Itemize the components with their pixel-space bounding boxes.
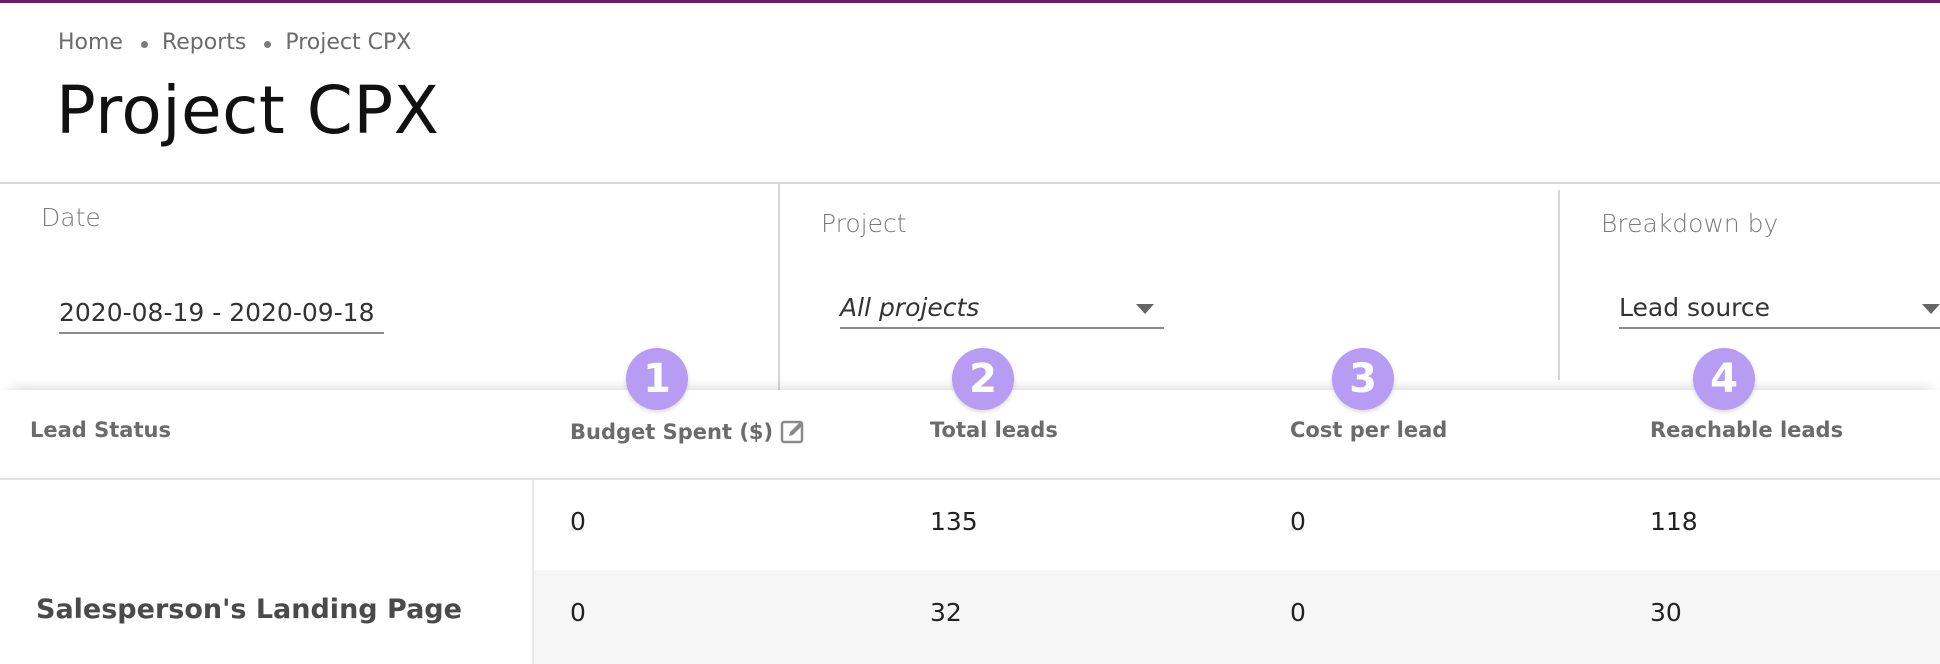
column-header-reachable-leads[interactable]: Reachable leads [1650, 418, 1843, 442]
table-cell: 135 [930, 507, 978, 536]
table-row: 0 135 0 118 [534, 480, 1940, 570]
column-header-label: Reachable leads [1650, 418, 1844, 442]
table-row: 0 32 0 30 [534, 570, 1940, 664]
breakdown-select[interactable]: Lead source [1619, 289, 1940, 329]
column-header-label: Cost per lead [1290, 418, 1448, 442]
breakdown-select-value: Lead source [1619, 293, 1771, 322]
filter-divider [778, 184, 780, 394]
top-accent-bar [0, 0, 1940, 3]
header-divider [0, 182, 1940, 184]
table-cell: 0 [1290, 507, 1306, 536]
annotation-badge: 4 [1693, 348, 1755, 410]
table-cell: 118 [1650, 507, 1698, 536]
annotation-badge: 3 [1332, 348, 1394, 410]
breadcrumb-current: Project CPX [285, 30, 412, 55]
column-header-label: Budget Spent ($) [570, 420, 774, 444]
table-cell: 0 [570, 507, 586, 536]
edit-icon[interactable] [779, 418, 807, 446]
column-header-total-leads[interactable]: Total leads [930, 418, 1058, 442]
date-range-field[interactable]: 2020-08-19 - 2020-09-18 [59, 294, 384, 334]
annotation-badge: 1 [626, 348, 688, 410]
table-cell: 0 [570, 598, 586, 627]
breakdown-label: Breakdown by [1601, 209, 1779, 238]
column-header-label: Lead Status [30, 418, 171, 442]
project-select-value: All projects [840, 293, 980, 322]
row-group-divider [532, 480, 534, 664]
column-header-budget-spent[interactable]: Budget Spent ($) [570, 418, 807, 446]
caret-down-icon [1136, 304, 1154, 314]
project-select[interactable]: All projects [840, 289, 1164, 329]
table-header-divider [0, 478, 1940, 480]
date-label: Date [41, 203, 101, 232]
project-label: Project [821, 209, 907, 238]
date-range-value: 2020-08-19 - 2020-09-18 [59, 298, 375, 327]
filter-divider [1558, 190, 1560, 380]
breadcrumb-reports[interactable]: Reports [161, 30, 247, 55]
table-cell: 32 [930, 598, 962, 627]
table-cell: 0 [1290, 598, 1306, 627]
page-title: Project CPX [56, 72, 440, 149]
caret-down-icon [1922, 304, 1940, 314]
column-header-lead-status[interactable]: Lead Status [30, 418, 171, 442]
breadcrumb-home[interactable]: Home [58, 30, 123, 55]
table-cell: 30 [1650, 598, 1682, 627]
breadcrumb: Home Reports Project CPX [58, 30, 411, 55]
column-header-cost-per-lead[interactable]: Cost per lead [1290, 418, 1447, 442]
row-group-label: Salesperson's Landing Page [36, 594, 462, 625]
breadcrumb-separator-icon [140, 41, 148, 48]
breadcrumb-separator-icon [264, 41, 272, 48]
annotation-badge: 2 [952, 348, 1014, 410]
column-header-label: Total leads [930, 418, 1058, 442]
